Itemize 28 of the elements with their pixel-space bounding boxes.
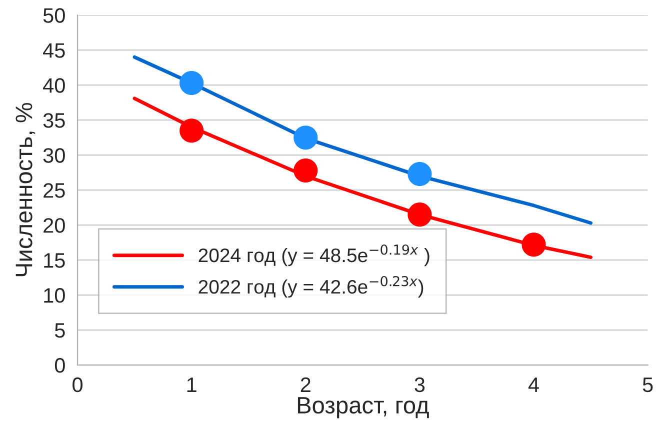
x-tick-label: 4: [528, 378, 539, 392]
x-tick-label: 5: [642, 378, 653, 392]
point: [294, 126, 318, 150]
point: [522, 232, 546, 257]
x-tick-label: 0: [72, 377, 83, 392]
x-axis-title: Возраст, год: [298, 397, 429, 418]
legend-label: 2024 год (y = 48.5e$^{−0.19x}$ ): [198, 244, 430, 266]
x-tick-label: 1: [187, 378, 196, 392]
y-tick-label: 45: [43, 43, 65, 58]
y-axis-title: Численность, %: [16, 102, 36, 276]
y-tick-label: 20: [44, 218, 65, 233]
point: [294, 158, 318, 183]
x-tick-label: 3: [414, 377, 425, 392]
y-tick-label: 15: [44, 253, 65, 268]
x-tick-label: 2: [300, 377, 310, 392]
point: [180, 118, 204, 143]
legend-label: 2022 год (y = 42.6e$^{−0.23x}$): [198, 276, 424, 298]
y-tick-label: 30: [43, 148, 65, 163]
y-tick-label: 10: [44, 288, 65, 303]
point: [180, 70, 204, 96]
y-tick-label: 25: [44, 183, 65, 198]
point: [408, 202, 432, 227]
y-tick-label: 0: [54, 358, 65, 373]
point: [408, 162, 432, 186]
y-tick-label: 5: [54, 323, 65, 338]
y-tick-label: 40: [43, 78, 65, 93]
y-tick-label: 50: [43, 8, 65, 23]
y-tick-label: 35: [43, 113, 65, 128]
